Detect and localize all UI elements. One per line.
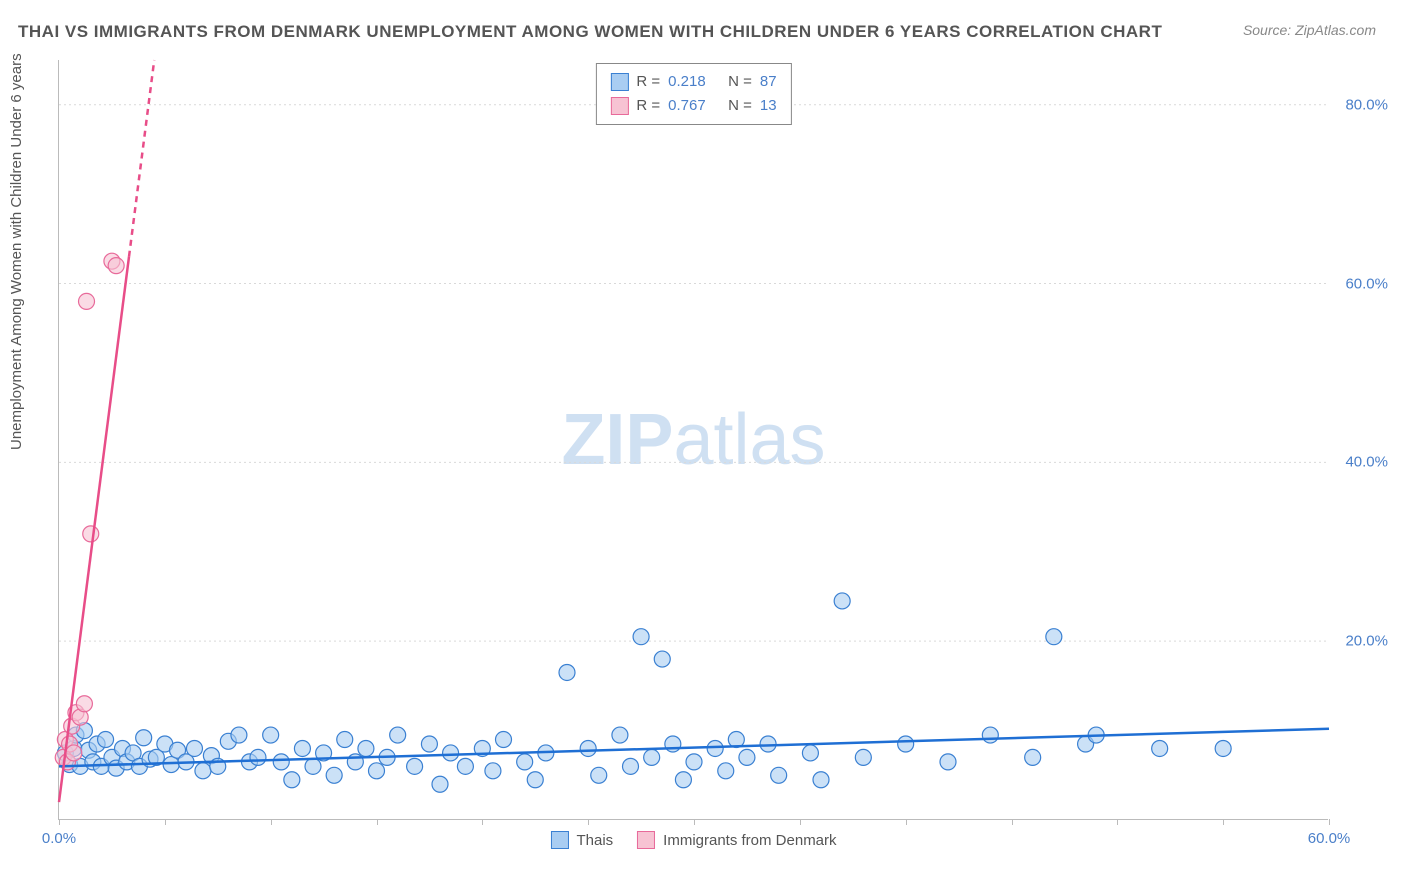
x-tick [59, 819, 60, 825]
series-legend-item: Thais [550, 831, 613, 849]
x-tick-label: 60.0% [1308, 830, 1351, 847]
y-tick-label: 80.0% [1345, 96, 1388, 113]
series-legend: Thais Immigrants from Denmark [550, 831, 836, 849]
legend-swatch [610, 73, 628, 91]
plot-svg [59, 60, 1328, 819]
legend-row: R = 0.218 N = 87 [610, 70, 776, 94]
legend-n-value: 87 [760, 70, 777, 94]
x-tick [1329, 819, 1330, 825]
y-tick-label: 20.0% [1345, 633, 1388, 650]
x-tick-label: 0.0% [42, 830, 76, 847]
x-tick [1012, 819, 1013, 825]
plot-area: ZIPatlas R =0.218N =87R =0.767N =13 Thai… [58, 60, 1328, 820]
x-tick [694, 819, 695, 825]
legend-swatch [610, 97, 628, 115]
legend-r-value: 0.218 [668, 70, 720, 94]
y-axis-label: Unemployment Among Women with Children U… [8, 53, 25, 450]
y-tick-label: 40.0% [1345, 454, 1388, 471]
series-name: Thais [576, 832, 613, 849]
legend-n-value: 13 [760, 94, 777, 118]
x-tick [800, 819, 801, 825]
legend-swatch [550, 831, 568, 849]
legend-n-label: N = [728, 94, 752, 118]
legend-n-label: N = [728, 70, 752, 94]
x-tick [588, 819, 589, 825]
legend-r-value: 0.767 [668, 94, 720, 118]
x-tick [482, 819, 483, 825]
chart-title: THAI VS IMMIGRANTS FROM DENMARK UNEMPLOY… [18, 22, 1162, 42]
legend-swatch [637, 831, 655, 849]
source-value: ZipAtlas.com [1295, 22, 1376, 38]
source-label: Source: [1243, 22, 1295, 38]
x-tick [377, 819, 378, 825]
x-tick [906, 819, 907, 825]
x-tick [165, 819, 166, 825]
legend-r-label: R = [636, 94, 660, 118]
x-tick [1223, 819, 1224, 825]
series-legend-item: Immigrants from Denmark [637, 831, 836, 849]
y-tick-label: 60.0% [1345, 275, 1388, 292]
correlation-legend: R = 0.218 N = 87 R = 0.767 N = 13 [595, 63, 791, 125]
legend-row: R = 0.767 N = 13 [610, 94, 776, 118]
series-name: Immigrants from Denmark [663, 832, 836, 849]
source-citation: Source: ZipAtlas.com [1243, 22, 1376, 38]
x-tick [1117, 819, 1118, 825]
legend-r-label: R = [636, 70, 660, 94]
x-tick [271, 819, 272, 825]
